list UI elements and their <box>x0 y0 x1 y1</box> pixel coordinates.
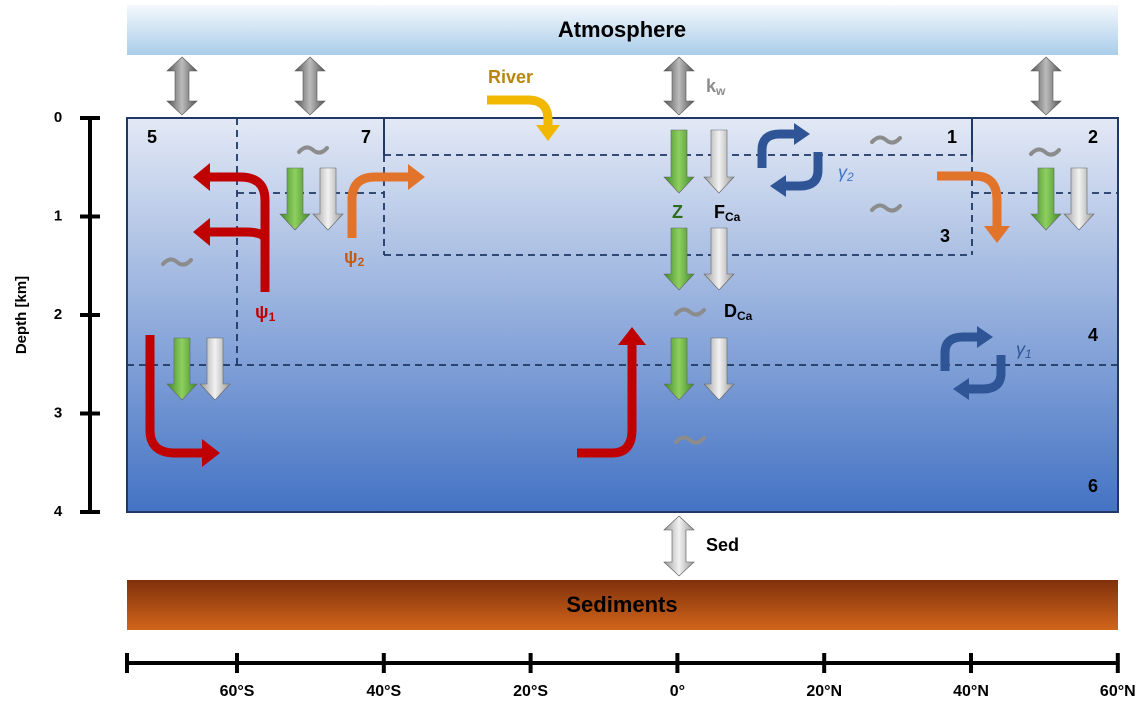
psi2-arrow <box>937 171 1002 226</box>
psi1-arrow <box>210 227 270 241</box>
gamma1-label: γ1 <box>1016 339 1032 361</box>
tilde <box>674 307 706 317</box>
psi1-arrow-head <box>202 439 220 467</box>
export-arrow-green <box>166 337 198 401</box>
psi1-arrow <box>210 172 270 292</box>
psi2-arrow <box>347 172 408 238</box>
export-arrow-green <box>1030 167 1062 231</box>
export-arrow-green <box>279 167 311 231</box>
lat-tick-label: 40°S <box>366 683 401 700</box>
exchange-arrow <box>294 56 326 116</box>
exchange-arrow <box>663 56 695 116</box>
depth-axis-title: Depth [km] <box>13 276 30 354</box>
psi1-arrow <box>577 345 637 458</box>
psi2-arrow-head <box>984 226 1010 243</box>
export-arrow-green <box>663 227 695 291</box>
tilde <box>161 257 193 267</box>
box-number: 4 <box>1088 325 1098 345</box>
gamma1-loop-head <box>977 326 993 348</box>
tilde <box>674 435 706 445</box>
export-arrow-gray <box>703 337 735 401</box>
gamma2-loop <box>786 152 823 191</box>
export-arrow-gray <box>199 337 231 401</box>
river-arrow <box>487 95 553 125</box>
tilde <box>297 145 329 155</box>
psi1-arrow-head <box>193 163 210 191</box>
arrows <box>145 56 1095 577</box>
tilde <box>870 203 902 213</box>
gamma1-loop <box>940 332 977 371</box>
tilde <box>870 135 902 145</box>
depth-tick-label: 4 <box>54 503 63 520</box>
lat-tick-label: 60°N <box>1100 683 1136 700</box>
z-label: Z <box>672 202 683 222</box>
export-arrow-gray <box>703 227 735 291</box>
lat-tick-label: 20°S <box>513 683 548 700</box>
export-arrow-gray <box>312 167 344 231</box>
atmosphere-label: Atmosphere <box>558 17 686 42</box>
lat-tick-label: 20°N <box>806 683 842 700</box>
gamma1-loop <box>969 355 1006 394</box>
lat-tick-label: 60°S <box>220 683 255 700</box>
depth-tick-label: 3 <box>54 404 62 421</box>
lat-tick-label: 0° <box>670 683 685 700</box>
psi1-label: ψ1 <box>255 302 276 324</box>
tilde <box>1029 147 1061 157</box>
kw-label: kw <box>706 76 726 98</box>
box-walls <box>383 118 973 155</box>
sediments-label: Sediments <box>566 592 677 617</box>
psi1-arrow <box>145 335 202 458</box>
exchange-arrow <box>166 56 198 116</box>
box-number: 6 <box>1088 476 1098 496</box>
lat-tick-label: 40°N <box>953 683 989 700</box>
psi2-arrow-head <box>408 164 425 190</box>
depth-ticks: 0 1 2 3 4 <box>54 109 100 520</box>
latitude-ticks: 60°S 40°S 20°S 0° 20°N 40°N 60°N <box>125 653 1136 700</box>
box-number: 5 <box>147 127 157 147</box>
export-arrow-gray <box>703 129 735 194</box>
sed-label: Sed <box>706 535 739 555</box>
sediment-exchange-arrow <box>663 515 695 577</box>
export-arrow-green <box>663 129 695 194</box>
box-number: 3 <box>940 226 950 246</box>
depth-tick-label: 0 <box>54 109 62 126</box>
depth-tick-label: 1 <box>54 207 62 224</box>
psi1-arrow-head <box>618 327 646 345</box>
fca-label: FCa <box>714 202 741 224</box>
depth-tick-label: 2 <box>54 306 62 323</box>
export-arrow-green <box>663 337 695 401</box>
gamma1-loop-head <box>953 378 969 400</box>
psi2-label: ψ2 <box>344 247 365 269</box>
box-number: 2 <box>1088 127 1098 147</box>
gamma2-label: γ2 <box>838 162 854 184</box>
export-arrow-gray <box>1063 167 1095 231</box>
psi1-arrow-head <box>193 218 210 246</box>
dca-label: DCa <box>724 301 753 323</box>
gamma2-loop <box>757 129 794 168</box>
atmosphere-bar <box>127 5 1118 55</box>
box-number: 1 <box>947 127 957 147</box>
river-arrow-head <box>536 125 560 141</box>
box-number: 7 <box>361 127 371 147</box>
exchange-arrow <box>1030 56 1062 116</box>
gamma2-loop-head <box>770 175 786 197</box>
river-label: River <box>488 67 533 87</box>
sediments-bar <box>127 580 1118 630</box>
gamma2-loop-head <box>794 123 810 145</box>
